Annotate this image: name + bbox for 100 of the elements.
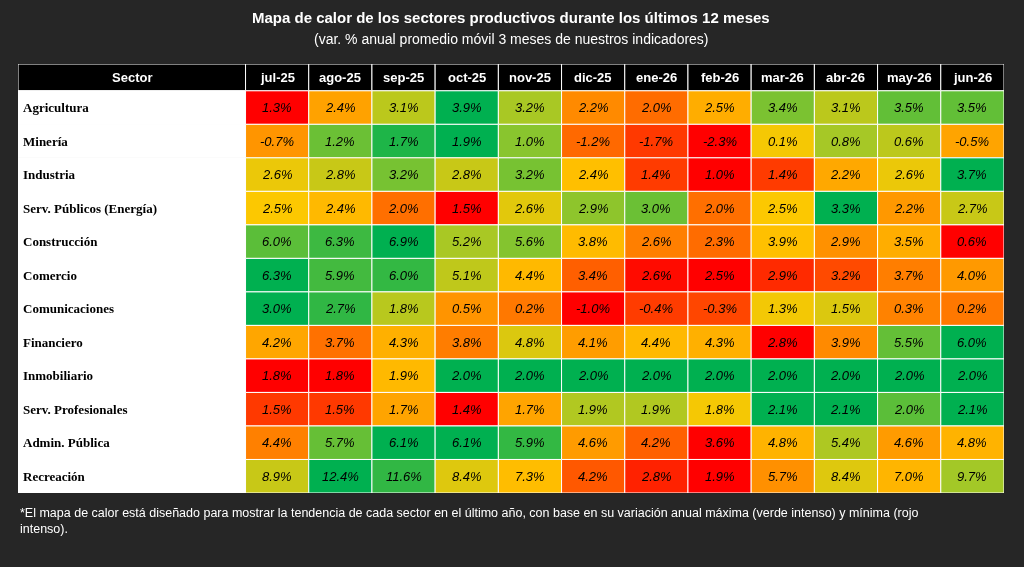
chart-subtitle: (var. % anual promedio móvil 3 meses de nuestros indicadores) xyxy=(314,31,709,47)
data-label: 0.5% xyxy=(452,301,482,316)
data-label: 2.0% xyxy=(388,201,419,216)
data-label: 1.0% xyxy=(515,134,545,149)
data-label: 4.4% xyxy=(515,268,545,283)
data-label: 7.3% xyxy=(515,469,545,484)
chart-title: Mapa de calor de los sectores productivos durante los últimos 12 meses xyxy=(252,9,770,26)
data-label: 6.1% xyxy=(452,435,482,450)
text: *El mapa de calor está diseñado para mostrar la tendencia de cada sector en el último año, con base en su variación anual máxima (verde intenso) y mínima (rojo intenso). xyxy=(20,506,919,537)
data-label: 2.5% xyxy=(704,100,735,115)
data-label: 3.2% xyxy=(515,167,545,182)
data-label: 6.0% xyxy=(262,234,292,249)
x-tick-label: feb-26 xyxy=(701,70,740,85)
data-label: 3.9% xyxy=(452,100,482,115)
data-label: 3.7% xyxy=(325,335,355,350)
data-label: 6.3% xyxy=(325,234,355,249)
data-label: 0.1% xyxy=(768,134,798,149)
data-label: -1.0% xyxy=(576,301,610,316)
data-label: 2.6% xyxy=(641,234,672,249)
data-label: 1.5% xyxy=(452,201,482,216)
data-label: 5.6% xyxy=(515,234,545,249)
y-tick-label: Comercio xyxy=(23,268,77,283)
data-label: 3.8% xyxy=(452,335,482,350)
data-label: 5.7% xyxy=(768,469,798,484)
data-label: -1.7% xyxy=(639,134,673,149)
data-label: 2.1% xyxy=(830,402,861,417)
data-label: 3.2% xyxy=(389,167,419,182)
y-tick-label: Agricultura xyxy=(23,100,90,115)
data-label: 2.0% xyxy=(957,368,988,383)
x-tick-label: ago-25 xyxy=(319,70,361,85)
data-label: 6.1% xyxy=(389,435,419,450)
data-label: 6.0% xyxy=(389,268,419,283)
y-tick-label: Inmobiliario xyxy=(23,368,94,383)
data-label: 3.2% xyxy=(831,268,861,283)
x-tick-label: mar-26 xyxy=(761,70,804,85)
data-label: 11.6% xyxy=(386,469,422,484)
data-label: 2.0% xyxy=(704,201,735,216)
data-label: 3.7% xyxy=(957,167,987,182)
data-label: 4.4% xyxy=(641,335,671,350)
data-label: 2.5% xyxy=(767,201,798,216)
data-label: 3.6% xyxy=(705,435,735,450)
data-label: 3.5% xyxy=(894,100,924,115)
data-label: 1.3% xyxy=(262,100,292,115)
data-label: 1.4% xyxy=(641,167,671,182)
y-tick-label: Minería xyxy=(23,134,69,149)
data-label: 12.4% xyxy=(322,469,359,484)
data-label: 2.8% xyxy=(767,335,798,350)
y-tick-label: Construcción xyxy=(23,234,99,249)
data-label: 2.3% xyxy=(704,234,735,249)
data-label: 1.9% xyxy=(705,469,735,484)
data-label: 2.1% xyxy=(957,402,988,417)
data-label: 4.2% xyxy=(578,469,608,484)
data-label: 8.4% xyxy=(831,469,861,484)
data-label: 2.0% xyxy=(704,368,735,383)
data-label: -0.7% xyxy=(260,134,294,149)
data-label: 6.9% xyxy=(389,234,419,249)
x-tick-label: may-26 xyxy=(887,70,932,85)
y-tick-label: Serv. Profesionales xyxy=(23,402,128,417)
x-tick-label: jun-26 xyxy=(953,70,993,85)
data-label: 2.9% xyxy=(578,201,609,216)
x-tick-label: sep-25 xyxy=(383,70,425,85)
data-label: 3.7% xyxy=(894,268,924,283)
data-label: 2.6% xyxy=(641,268,672,283)
y-tick-label: Financiero xyxy=(23,335,83,350)
data-label: 2.5% xyxy=(262,201,293,216)
data-label: -0.4% xyxy=(639,301,673,316)
data-label: 2.6% xyxy=(262,167,293,182)
x-tick-label: dic-25 xyxy=(574,70,612,85)
data-label: 3.4% xyxy=(578,268,608,283)
data-label: 2.9% xyxy=(767,268,798,283)
data-label: 3.9% xyxy=(768,234,798,249)
data-label: 1.8% xyxy=(389,301,419,316)
data-label: 2.8% xyxy=(325,167,356,182)
data-label: 4.8% xyxy=(768,435,798,450)
data-label: 4.2% xyxy=(641,435,671,450)
x-tick-label: abr-26 xyxy=(826,70,866,85)
data-label: 3.2% xyxy=(515,100,545,115)
data-label: 5.5% xyxy=(894,335,924,350)
data-label: 3.0% xyxy=(262,301,292,316)
data-label: 1.7% xyxy=(515,402,545,417)
data-label: 4.6% xyxy=(578,435,608,450)
data-label: 0.2% xyxy=(957,301,987,316)
data-label: 8.9% xyxy=(262,469,292,484)
data-label: 3.8% xyxy=(578,234,608,249)
data-label: 1.8% xyxy=(262,368,292,383)
data-label: -2.3% xyxy=(703,134,737,149)
data-label: 4.8% xyxy=(515,335,545,350)
data-label: 1.9% xyxy=(389,368,419,383)
data-label: 4.2% xyxy=(262,335,292,350)
data-label: -0.3% xyxy=(703,301,737,316)
data-label: 4.4% xyxy=(262,435,292,450)
data-label: 3.5% xyxy=(957,100,987,115)
data-label: 2.0% xyxy=(641,100,672,115)
data-label: 3.0% xyxy=(641,201,671,216)
data-label: 5.2% xyxy=(452,234,482,249)
data-label: 2.7% xyxy=(957,201,988,216)
data-label: 1.7% xyxy=(389,402,419,417)
data-label: 4.3% xyxy=(389,335,419,350)
data-label: 2.0% xyxy=(894,402,925,417)
data-label: 9.7% xyxy=(957,469,987,484)
